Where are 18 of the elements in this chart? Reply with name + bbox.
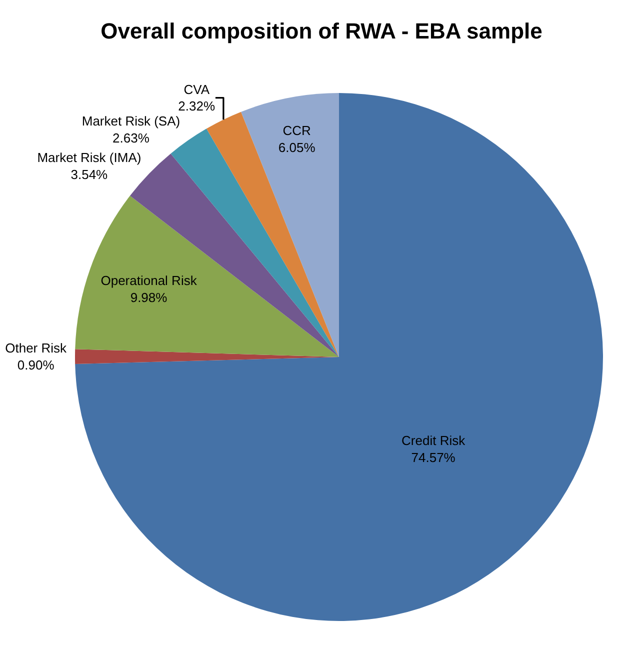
slice-label: Other Risk: [5, 340, 68, 356]
slice-label: Market Risk (SA): [82, 114, 180, 129]
slice-label: CVA: [184, 82, 210, 97]
data-label: 2.32%: [178, 98, 216, 114]
data-label: 3.54%: [70, 166, 108, 182]
pie-slice: [75, 196, 339, 357]
slice-label: Operational Risk: [100, 273, 198, 288]
chart-title: Overall composition of RWA - EBA sample: [100, 18, 542, 44]
pie-slice: [206, 112, 339, 357]
data-label: 2.63%: [112, 130, 150, 146]
data-label: 6.05%: [278, 140, 316, 155]
data-label: 0.90%: [17, 357, 55, 372]
pie-slice: [241, 93, 339, 357]
data-label: 9.98%: [130, 290, 168, 305]
slice-label: CCR: [282, 123, 311, 138]
slice-label: Credit Risk: [402, 433, 466, 448]
data-label: 74.57%: [411, 450, 456, 466]
slice-label: Market Risk (IMA): [37, 150, 142, 165]
